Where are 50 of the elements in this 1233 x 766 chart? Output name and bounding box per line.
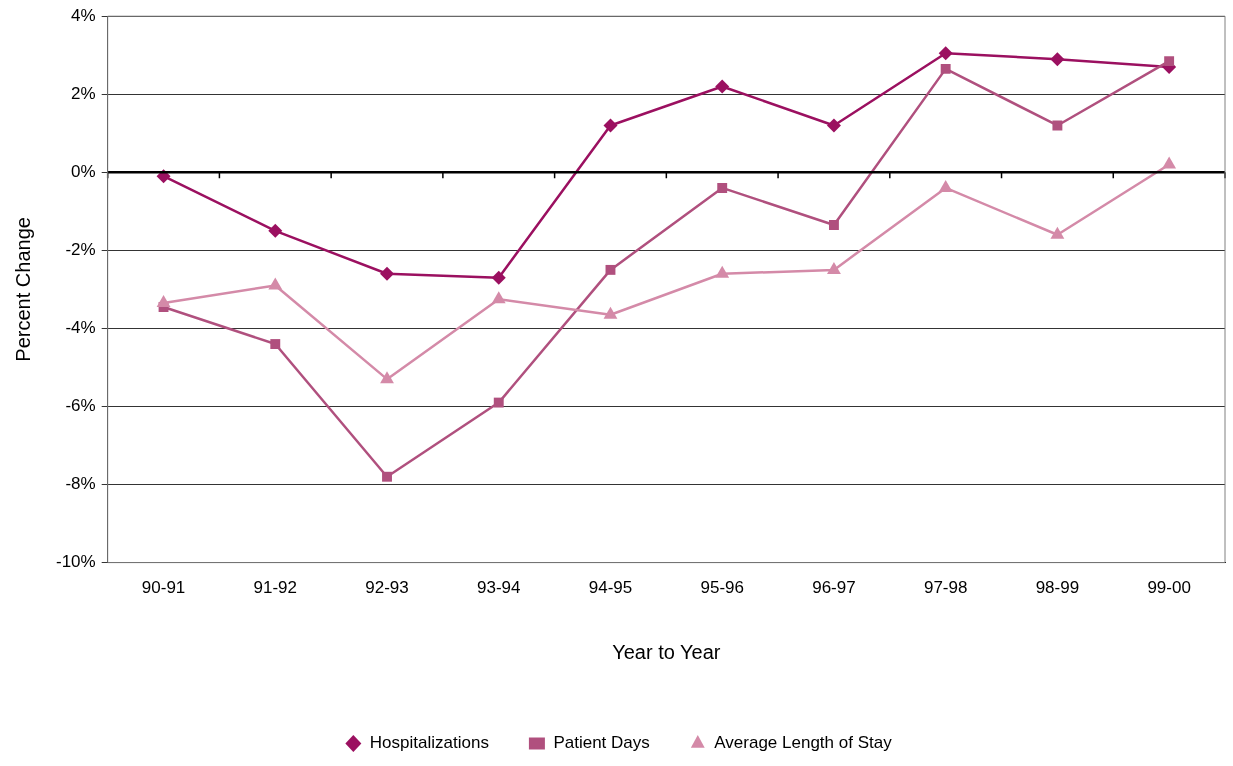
- y-tick-label: -4%: [65, 318, 96, 338]
- point: [268, 223, 283, 238]
- legend-label: Patient Days: [553, 733, 650, 753]
- point: [268, 277, 283, 290]
- point: [938, 179, 953, 192]
- x-tick-label: 92-93: [365, 578, 409, 598]
- y-tick-label: -2%: [65, 240, 96, 260]
- y-axis-title: Percent Change: [11, 217, 34, 362]
- point: [603, 306, 618, 319]
- y-tick-label: 4%: [71, 5, 96, 25]
- point: [717, 182, 728, 193]
- legend-label: Hospitalizations: [369, 733, 489, 753]
- point: [1162, 156, 1177, 169]
- x-tick-label: 90-91: [141, 578, 186, 598]
- point: [491, 291, 506, 304]
- point: [382, 471, 392, 482]
- x-tick-label: 95-96: [700, 578, 744, 598]
- point: [828, 220, 839, 230]
- y-tick-label: 2%: [71, 83, 96, 103]
- point: [715, 265, 730, 278]
- point: [827, 261, 841, 274]
- y-tick-label: 0%: [71, 162, 96, 181]
- point: [270, 339, 281, 349]
- point: [1164, 56, 1175, 67]
- point: [715, 79, 730, 94]
- x-tick-label: 99-00: [1147, 578, 1191, 598]
- point: [1050, 226, 1065, 239]
- point: [826, 118, 841, 133]
- point: [380, 371, 394, 384]
- y-tick-label: -10%: [56, 552, 96, 572]
- point: [1052, 120, 1063, 131]
- y-tick-label: -8%: [65, 474, 96, 494]
- point: [491, 270, 506, 285]
- legend-label: Average Length of Stay: [714, 733, 893, 753]
- point: [605, 264, 616, 275]
- point: [156, 295, 171, 308]
- x-axis-title: Year to Year: [612, 640, 721, 663]
- y-tick-label: -6%: [65, 396, 96, 416]
- point: [380, 266, 395, 281]
- point: [938, 46, 953, 61]
- point: [493, 397, 504, 408]
- point: [603, 118, 618, 133]
- x-tick-label: 94-95: [588, 578, 633, 598]
- x-tick-label: 91-92: [253, 578, 298, 598]
- x-tick-label: 93-94: [477, 578, 521, 598]
- x-tick-label: 97-98: [923, 578, 968, 598]
- x-tick-label: 98-99: [1035, 578, 1080, 598]
- point: [940, 63, 951, 74]
- x-tick-label: 96-97: [812, 578, 856, 598]
- point: [1050, 52, 1065, 67]
